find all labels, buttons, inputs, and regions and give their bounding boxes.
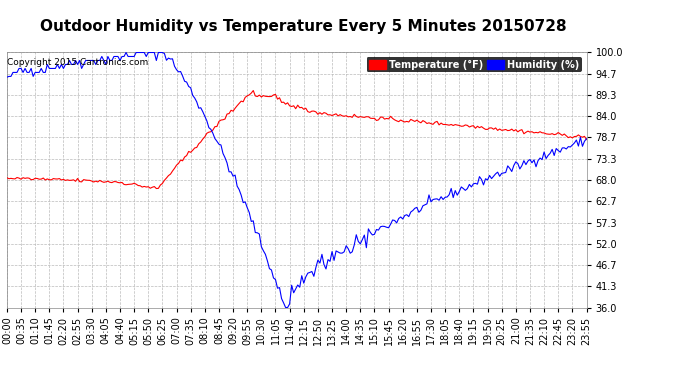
- Text: Outdoor Humidity vs Temperature Every 5 Minutes 20150728: Outdoor Humidity vs Temperature Every 5 …: [40, 19, 567, 34]
- Legend: Temperature (°F), Humidity (%): Temperature (°F), Humidity (%): [366, 57, 582, 72]
- Text: Copyright 2015 Cartronics.com: Copyright 2015 Cartronics.com: [8, 58, 149, 67]
